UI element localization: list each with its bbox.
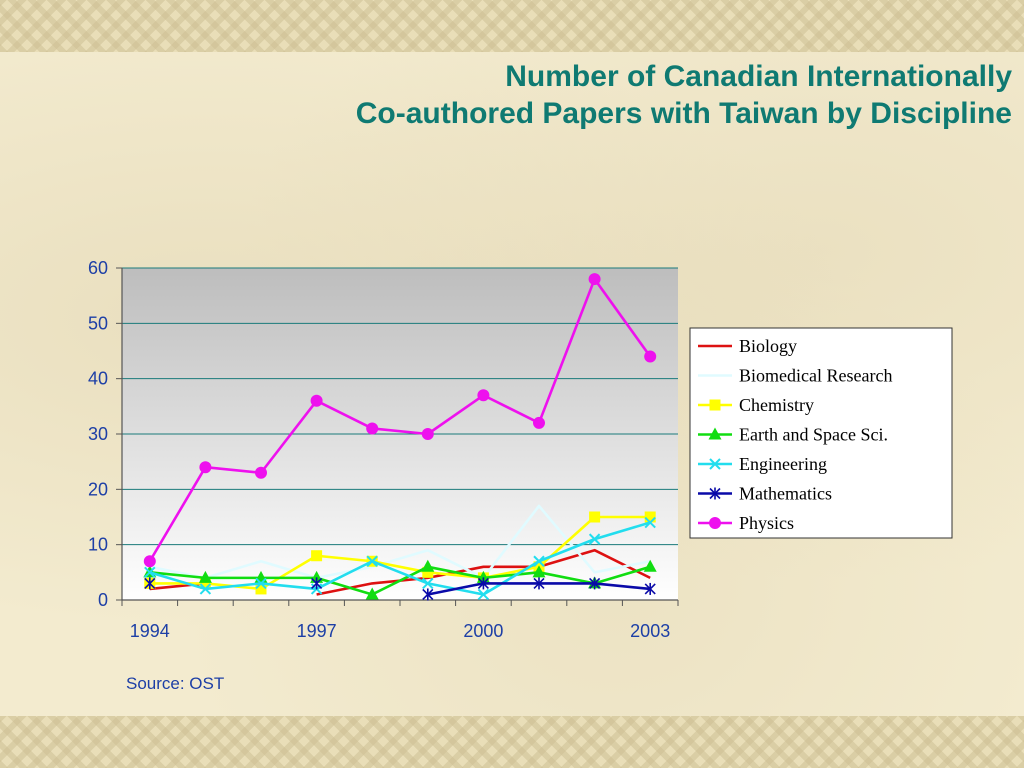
y-tick-label-10: 10 [88,535,108,555]
slide-title: Number of Canadian Internationally Co-au… [112,58,1012,132]
legend-item-biomedical-research: Biomedical Research [698,366,892,386]
data-point-engineering-1998-stroke-2 [366,555,378,567]
data-point-earth-and-space-sci-2003 [643,559,657,572]
data-point-chemistry-1996 [255,583,267,595]
data-point-earth-and-space-sci-1995 [198,570,212,583]
data-point-engineering-2001 [533,555,545,567]
data-point-mathematics-1999 [422,588,434,601]
data-point-engineering-2000 [477,588,490,601]
data-point-engineering-1999 [422,577,434,590]
legend-label-engineering: Engineering [739,454,827,474]
data-point-engineering-2003 [644,516,656,529]
data-point-engineering-2002 [588,533,601,545]
data-point-engineering-2000-stroke-2 [477,588,490,601]
data-point-earth-and-space-sci-1998 [365,587,379,600]
legend-item-mathematics: Mathematics [698,484,832,504]
legend-marker-chemistry [709,399,721,411]
data-point-physics-1996 [255,466,267,479]
y-tick-label-40: 40 [88,369,108,389]
y-tick-label-60: 60 [88,258,108,278]
data-point-mathematics-1994 [144,577,156,590]
legend-item-biology: Biology [698,336,797,356]
data-point-engineering-1998 [366,555,378,567]
y-tick-label-0: 0 [98,590,108,610]
data-point-physics-1995 [199,461,212,474]
data-point-engineering-1996-stroke-2 [255,577,267,590]
data-point-engineering-1994 [144,566,156,579]
series-line-earth-and-space-sci-end [149,565,651,596]
legend-item-chemistry: Chemistry [698,395,814,415]
data-point-mathematics-2000 [477,577,489,590]
legend-item-engineering: Engineering [698,454,827,474]
data-point-chemistry-1995 [199,577,211,589]
x-tick-label-2003: 2003 [630,621,670,641]
data-point-physics-1997 [310,394,323,407]
data-point-chemistry-1997 [311,550,323,562]
legend-label-physics: Physics [739,513,794,533]
top-decorative-border [0,0,1024,52]
data-point-mathematics-2003 [644,582,656,595]
legend-item-physics: Physics [698,513,794,533]
data-point-physics-2002 [588,273,601,286]
legend-label-chemistry: Chemistry [739,395,814,415]
legend-marker-earth-and-space-sci [708,427,722,440]
legend-marker-engineering-stroke-2 [709,458,721,470]
data-point-engineering-2001-stroke-2 [533,555,545,567]
data-point-chemistry-1999 [422,566,434,578]
data-point-physics-1998 [366,422,379,435]
data-point-earth-and-space-sci-1999 [421,559,435,572]
data-point-physics-1999 [421,428,434,440]
legend-label-mathematics: Mathematics [739,484,832,504]
data-point-engineering-1999-stroke-2 [422,577,434,590]
legend-marker-engineering [709,458,721,470]
data-point-engineering-2003-stroke-2 [644,516,656,529]
data-point-physics-2000 [477,389,490,402]
data-point-engineering-1994-stroke-2 [144,566,156,579]
legend-label-earth-and-space-sci: Earth and Space Sci. [739,425,888,445]
series-line-biomedical-research-end [149,504,651,580]
data-point-mathematics-2001 [533,577,545,590]
source-note: Source: OST [126,674,225,693]
y-tick-label-20: 20 [88,479,108,499]
data-point-mathematics-2002 [589,577,601,590]
data-point-physics-2001 [533,416,545,429]
data-point-engineering-2002-stroke-2 [588,533,601,545]
legend-label-biology: Biology [739,336,797,356]
title-line-1: Number of Canadian Internationally [505,60,1012,93]
series-line-engineering-end [149,521,651,596]
bottom-decorative-border [0,716,1024,768]
legend-item-earth-and-space-sci: Earth and Space Sci. [698,425,888,445]
data-point-engineering-1995 [199,583,212,595]
data-point-chemistry-2002 [589,511,601,523]
series-physics [143,273,657,568]
data-point-engineering-1996 [255,577,267,590]
series-line-biology-end [316,548,651,596]
x-tick-label-1994: 1994 [130,621,170,641]
x-tick-label-2000: 2000 [463,621,503,641]
y-tick-label-30: 30 [88,424,108,444]
y-tick-label-50: 50 [88,313,108,333]
x-tick-label-1997: 1997 [297,621,337,641]
legend-label-biomedical-research: Biomedical Research [739,366,892,386]
series-mathematics [144,577,656,601]
series-line-physics-end [148,277,652,562]
legend-box [689,327,953,539]
data-point-chemistry-2003 [644,511,656,523]
data-point-mathematics-1997 [311,577,323,590]
series-biomedical-research [149,504,651,580]
data-point-physics-1994 [143,555,156,568]
legend-marker-physics [709,517,721,529]
legend-marker-mathematics [709,487,721,500]
data-point-physics-2003 [644,350,657,363]
title-line-2: Co-authored Papers with Taiwan by Discip… [355,97,1012,130]
data-point-engineering-1995-stroke-2 [199,583,212,595]
data-point-earth-and-space-sci-2001 [532,565,546,578]
